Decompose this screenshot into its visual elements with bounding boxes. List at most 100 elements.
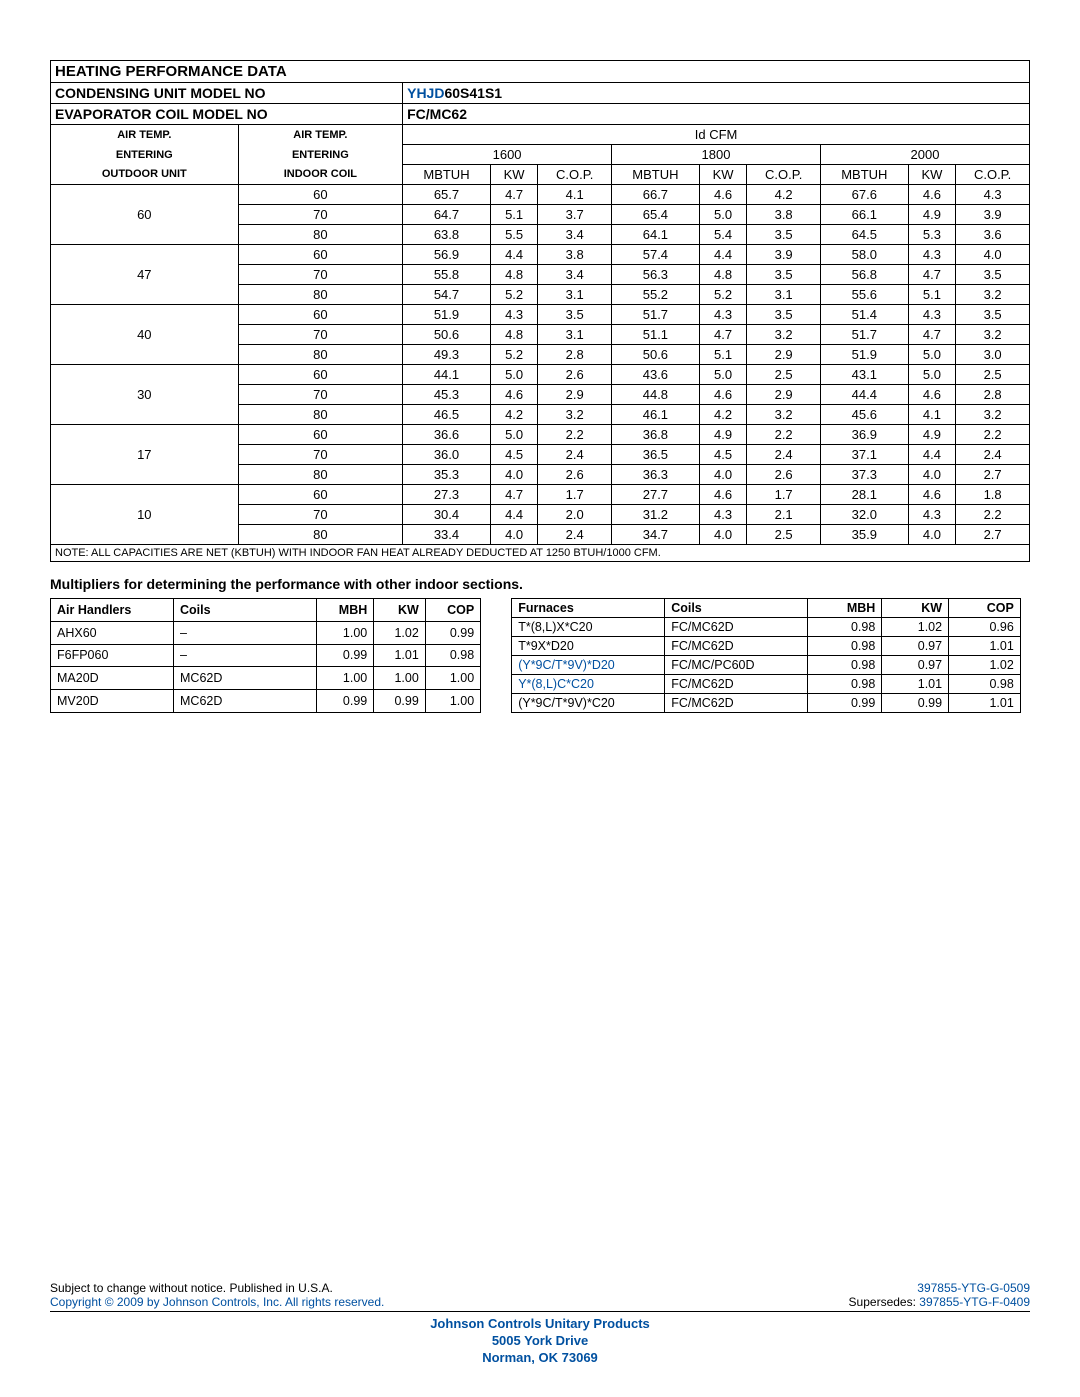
data-cell: 45.6 [820, 405, 908, 425]
data-cell: 5.1 [490, 205, 538, 225]
table-row: 406051.94.33.551.74.33.551.44.33.5 [51, 305, 1030, 325]
data-cell: 0.98 [808, 618, 882, 637]
data-cell: MV20D [51, 690, 174, 713]
data-cell: 3.1 [747, 285, 821, 305]
data-cell: 44.1 [403, 365, 491, 385]
data-cell: 4.8 [490, 325, 538, 345]
data-cell: 50.6 [403, 325, 491, 345]
data-cell: FC/MC/PC60D [665, 656, 808, 675]
data-cell: 4.3 [699, 505, 747, 525]
data-cell: 1.01 [949, 694, 1021, 713]
data-cell: 51.9 [403, 305, 491, 325]
footer-c3: Norman, OK 73069 [50, 1350, 1030, 1367]
outdoor-temp-cell: 60 [51, 185, 239, 245]
table-row: (Y*9C/T*9V)*D20FC/MC/PC60D0.980.971.02 [512, 656, 1021, 675]
data-cell: 2.8 [956, 385, 1030, 405]
data-cell: 4.7 [490, 485, 538, 505]
data-cell: 3.4 [538, 225, 612, 245]
data-cell: 0.99 [808, 694, 882, 713]
indoor-temp-cell: 60 [238, 485, 402, 505]
data-cell: 31.2 [612, 505, 700, 525]
air-handlers-table: Air Handlers Coils MBH KW COP AHX60–1.00… [50, 598, 481, 713]
data-cell: 55.6 [820, 285, 908, 305]
data-cell: 37.3 [820, 465, 908, 485]
ah-h0: Air Handlers [51, 599, 174, 622]
data-cell: 36.6 [403, 425, 491, 445]
data-cell: 2.4 [538, 445, 612, 465]
data-cell: 56.3 [612, 265, 700, 285]
data-cell: 1.7 [747, 485, 821, 505]
indoor-temp-cell: 70 [238, 205, 402, 225]
data-cell: 65.4 [612, 205, 700, 225]
table-row: F6FP060–0.991.010.98 [51, 644, 481, 667]
data-cell: 4.6 [699, 485, 747, 505]
data-cell: 2.0 [538, 505, 612, 525]
fu-h1: Coils [665, 599, 808, 618]
data-cell: 66.7 [612, 185, 700, 205]
data-cell: 5.2 [490, 345, 538, 365]
data-cell: FC/MC62D [665, 694, 808, 713]
data-cell: 4.7 [699, 325, 747, 345]
hdr-col: MBTUH [612, 165, 700, 185]
data-cell: 5.5 [490, 225, 538, 245]
data-cell: 3.9 [956, 205, 1030, 225]
data-cell: 4.4 [490, 245, 538, 265]
data-cell: 3.7 [538, 205, 612, 225]
data-cell: 30.4 [403, 505, 491, 525]
data-cell: 4.1 [538, 185, 612, 205]
data-cell: 5.0 [490, 425, 538, 445]
data-cell: 55.2 [612, 285, 700, 305]
data-cell: 0.98 [425, 644, 480, 667]
data-cell: 0.98 [808, 675, 882, 694]
data-cell: 1.00 [317, 621, 374, 644]
table-row: T*(8,L)X*C20FC/MC62D0.981.020.96 [512, 618, 1021, 637]
data-cell: 0.98 [949, 675, 1021, 694]
data-cell: 0.99 [374, 690, 426, 713]
data-cell: 4.3 [699, 305, 747, 325]
data-cell: 5.0 [699, 205, 747, 225]
data-cell: AHX60 [51, 621, 174, 644]
indoor-temp-cell: 60 [238, 185, 402, 205]
data-cell: FC/MC62D [665, 618, 808, 637]
hdr-air-out-3: OUTDOOR UNIT [51, 165, 239, 185]
data-cell: 0.96 [949, 618, 1021, 637]
indoor-temp-cell: 60 [238, 365, 402, 385]
data-cell: 36.8 [612, 425, 700, 445]
data-cell: 4.4 [699, 245, 747, 265]
data-cell: 3.1 [538, 285, 612, 305]
hdr-cfm-2: 2000 [820, 145, 1029, 165]
indoor-temp-cell: 60 [238, 245, 402, 265]
data-cell: 3.4 [538, 265, 612, 285]
indoor-temp-cell: 70 [238, 265, 402, 285]
data-cell: 45.3 [403, 385, 491, 405]
table-row: MV20DMC62D0.990.991.00 [51, 690, 481, 713]
data-cell: 64.1 [612, 225, 700, 245]
data-cell: 44.8 [612, 385, 700, 405]
data-cell: 3.8 [538, 245, 612, 265]
data-cell: FC/MC62D [665, 637, 808, 656]
data-cell: 2.2 [538, 425, 612, 445]
data-cell: 3.2 [956, 405, 1030, 425]
data-cell: 5.0 [908, 365, 956, 385]
data-cell: 2.9 [538, 385, 612, 405]
data-cell: 5.2 [699, 285, 747, 305]
data-cell: 5.2 [490, 285, 538, 305]
data-cell: (Y*9C/T*9V)*C20 [512, 694, 665, 713]
outdoor-temp-cell: 40 [51, 305, 239, 365]
data-cell: 36.9 [820, 425, 908, 445]
hdr-air-in-1: AIR TEMP. [238, 125, 402, 145]
condensing-label: CONDENSING UNIT MODEL NO [51, 83, 403, 104]
data-cell: 3.2 [538, 405, 612, 425]
hdr-col: KW [908, 165, 956, 185]
data-cell: T*9X*D20 [512, 637, 665, 656]
ah-h1: Coils [174, 599, 317, 622]
data-cell: 1.00 [374, 667, 426, 690]
data-cell: Y*(8,L)C*C20 [512, 675, 665, 694]
data-cell: MC62D [174, 690, 317, 713]
data-cell: 36.5 [612, 445, 700, 465]
data-cell: 3.1 [538, 325, 612, 345]
data-cell: 4.0 [908, 525, 956, 545]
data-cell: 56.9 [403, 245, 491, 265]
data-cell: 64.7 [403, 205, 491, 225]
data-cell: 3.2 [956, 285, 1030, 305]
